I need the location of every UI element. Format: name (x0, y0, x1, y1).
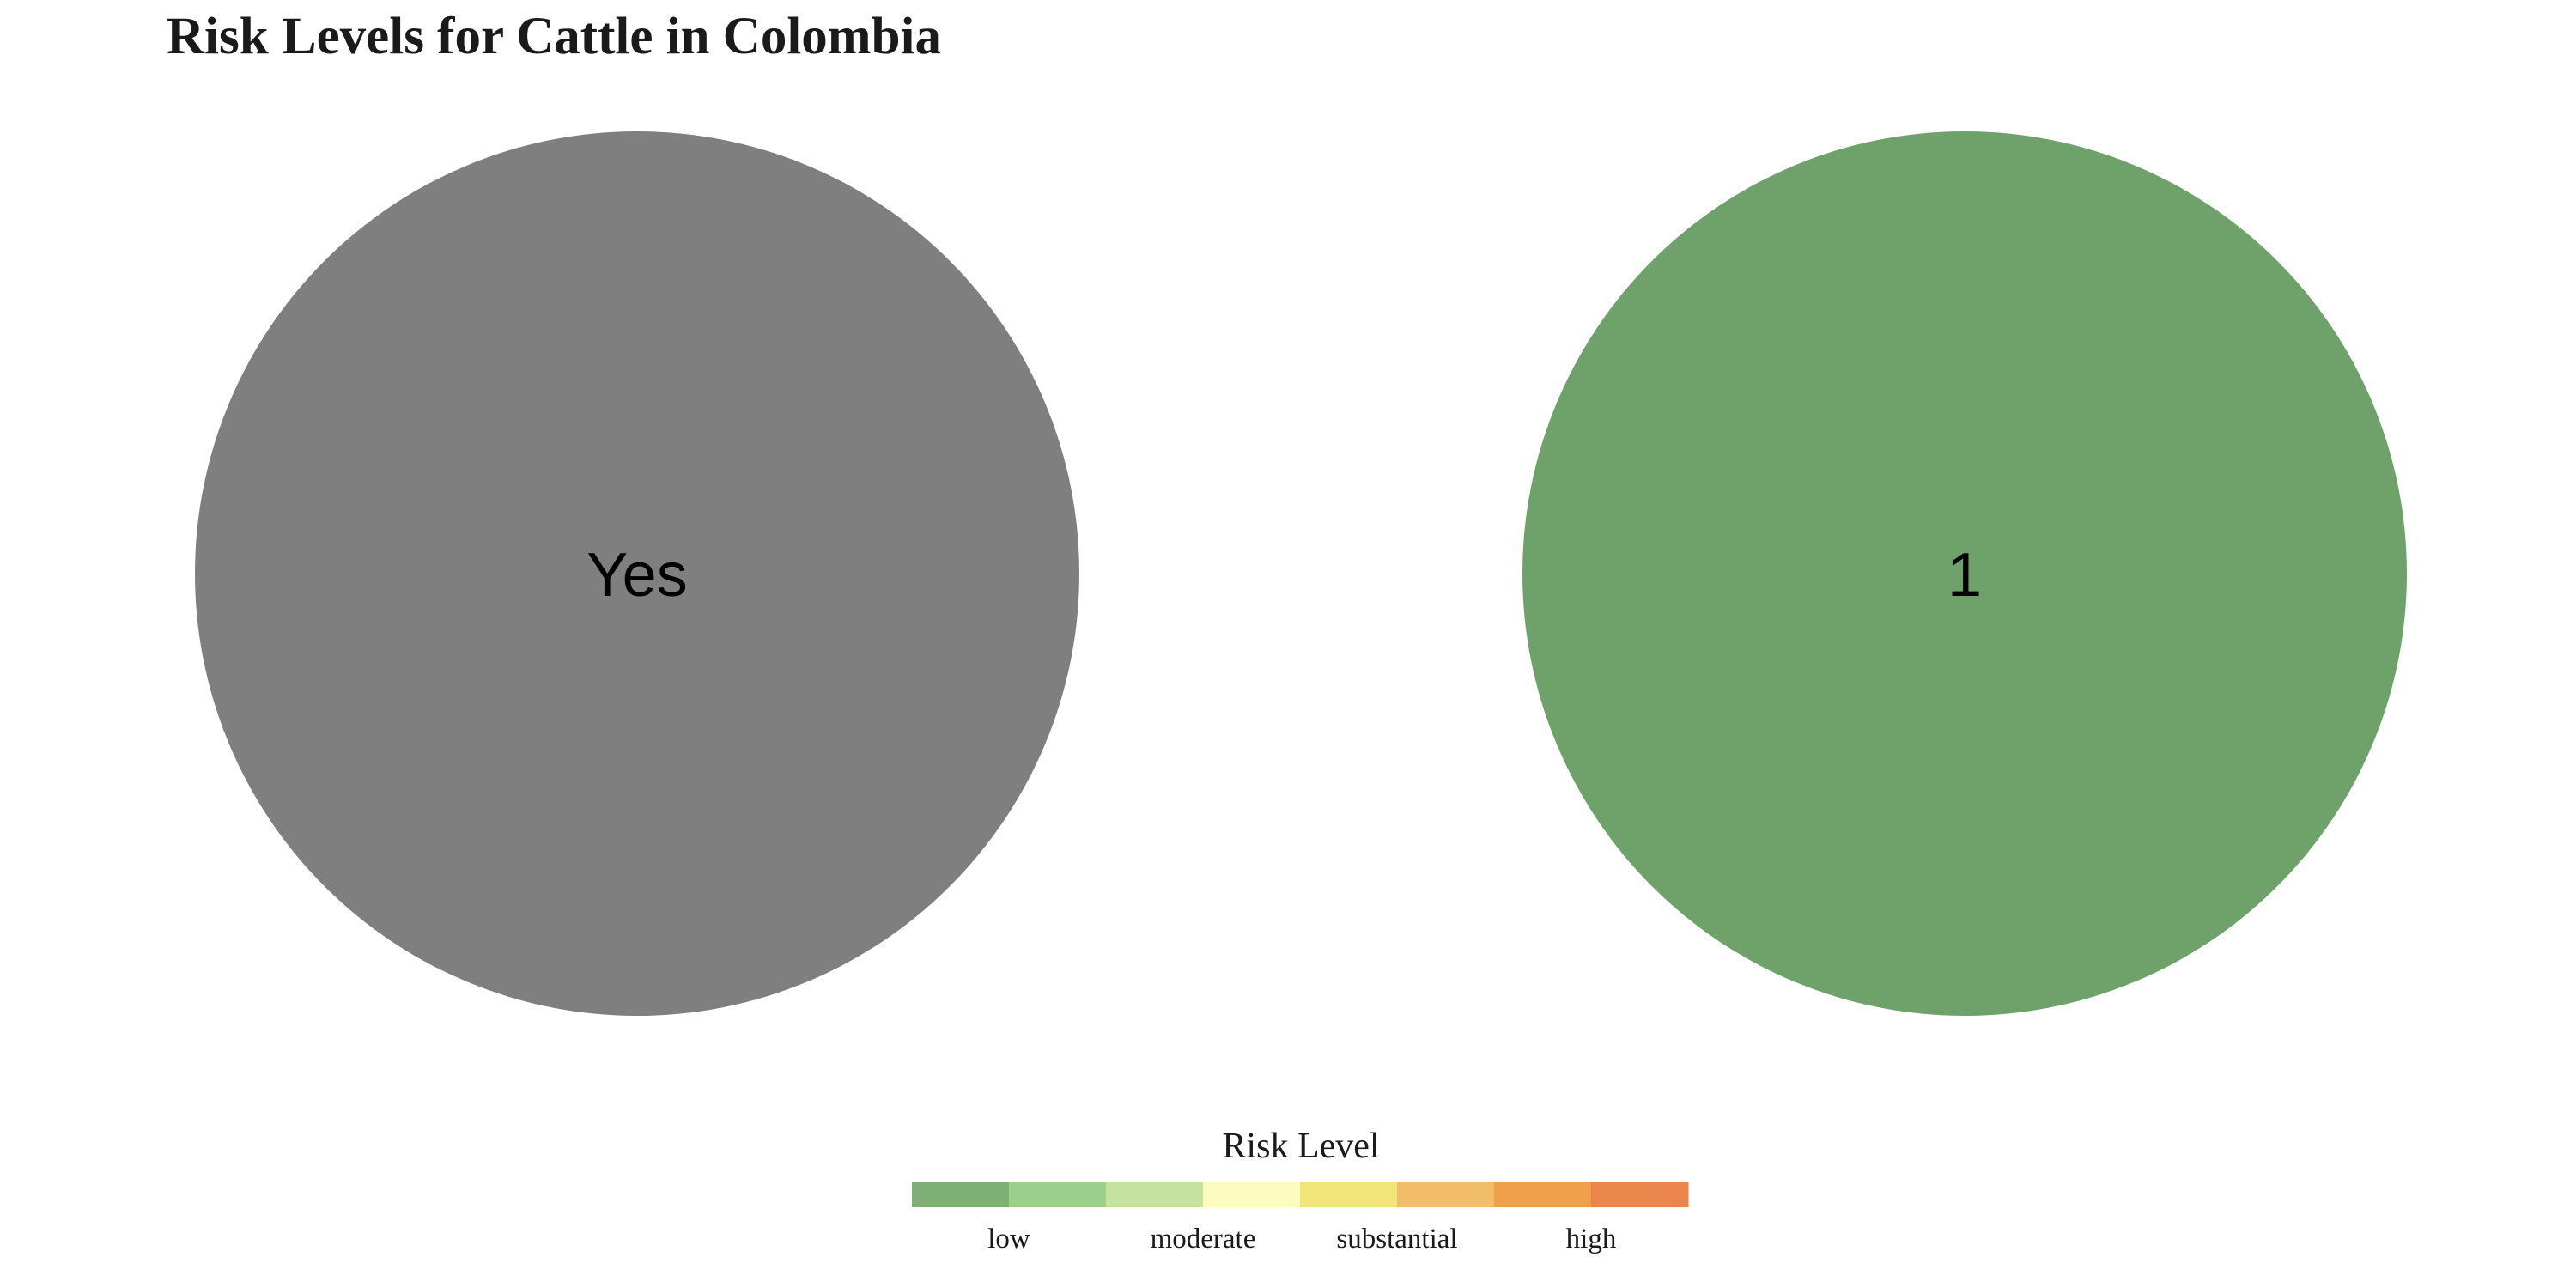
legend-color-bar (912, 1182, 1689, 1207)
legend-tick-label-2: substantial (1336, 1224, 1457, 1255)
legend-swatch-6 (1494, 1182, 1592, 1207)
legend-tick-label-3: high (1566, 1224, 1617, 1255)
risk-legend: Risk Level low moderate substantial high (912, 1127, 1689, 1255)
pie-slice-1 (1522, 131, 2407, 1016)
legend-swatch-4 (1300, 1182, 1398, 1207)
pie-slice-0 (195, 131, 1079, 1016)
pie-slice-label-1: 1 (1947, 541, 1982, 610)
pie-panel-0: Yes (195, 131, 1079, 1016)
legend-swatch-3 (1203, 1182, 1301, 1207)
legend-tick-label-0: low (987, 1224, 1030, 1255)
legend-swatch-2 (1106, 1182, 1204, 1207)
legend-swatch-0 (912, 1182, 1010, 1207)
legend-swatch-5 (1397, 1182, 1495, 1207)
pie-slice-label-0: Yes (586, 541, 687, 610)
pie-panels: Yes 1 (195, 131, 2407, 1016)
legend-swatch-1 (1009, 1182, 1107, 1207)
legend-tick-labels: low moderate substantial high (987, 1224, 1617, 1255)
legend-tick-label-1: moderate (1151, 1224, 1256, 1255)
legend-title: Risk Level (1222, 1127, 1379, 1166)
pie-panel-1: 1 (1522, 131, 2407, 1016)
chart-title: Risk Levels for Cattle in Colombia (167, 8, 941, 65)
legend-swatch-7 (1591, 1182, 1689, 1207)
